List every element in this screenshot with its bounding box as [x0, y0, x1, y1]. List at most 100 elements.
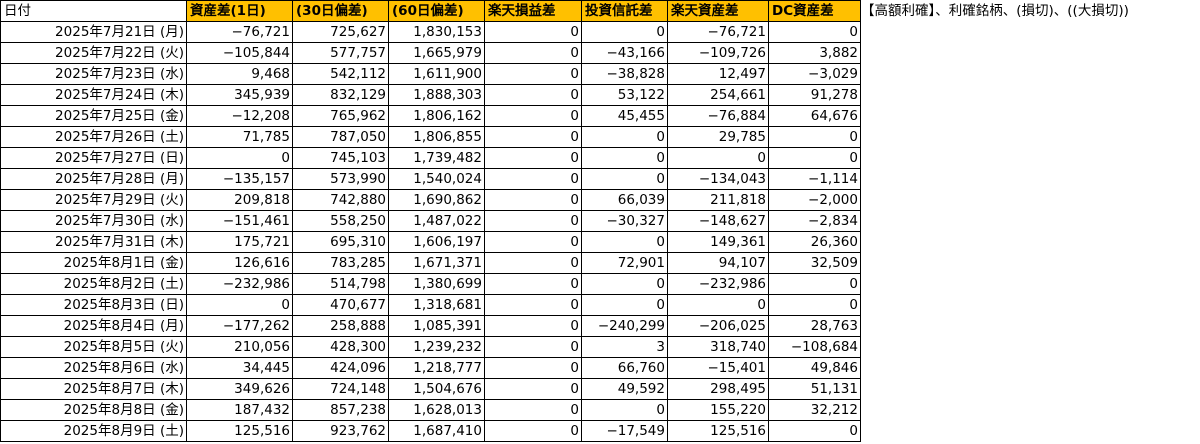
- asset-diff-1d-cell[interactable]: 125,516: [186, 420, 293, 442]
- dev-60d-cell[interactable]: 1,806,855: [388, 126, 485, 148]
- rakuten-asset-diff-cell[interactable]: −206,025: [667, 315, 769, 337]
- rakuten-pl-diff-cell[interactable]: 0: [484, 126, 582, 148]
- rakuten-asset-diff-cell[interactable]: −76,884: [667, 105, 769, 127]
- rakuten-pl-diff-cell[interactable]: 0: [484, 63, 582, 85]
- dc-asset-diff-cell[interactable]: 0: [768, 273, 861, 295]
- rakuten-asset-diff-cell[interactable]: −109,726: [667, 42, 769, 64]
- asset-diff-1d-cell[interactable]: 345,939: [186, 84, 293, 106]
- dev-30d-cell[interactable]: 558,250: [292, 210, 389, 232]
- rakuten-pl-diff-cell[interactable]: 0: [484, 273, 582, 295]
- dev-60d-cell[interactable]: 1,665,979: [388, 42, 485, 64]
- rakuten-pl-diff-cell[interactable]: 0: [484, 21, 582, 43]
- dc-asset-diff-cell[interactable]: 32,509: [768, 252, 861, 274]
- asset-diff-1d-cell[interactable]: 0: [186, 147, 293, 169]
- rakuten-pl-diff-cell[interactable]: 0: [484, 420, 582, 442]
- dev-60d-cell[interactable]: 1,380,699: [388, 273, 485, 295]
- dev-60d-cell[interactable]: 1,239,232: [388, 336, 485, 358]
- header-cell-trust-diff[interactable]: 投資信託差: [581, 0, 668, 22]
- header-cell-date[interactable]: 日付: [0, 0, 187, 22]
- asset-diff-1d-cell[interactable]: 349,626: [186, 378, 293, 400]
- dev-30d-cell[interactable]: 725,627: [292, 21, 389, 43]
- asset-diff-1d-cell[interactable]: −232,986: [186, 273, 293, 295]
- dev-60d-cell[interactable]: 1,687,410: [388, 420, 485, 442]
- dev-30d-cell[interactable]: 783,285: [292, 252, 389, 274]
- trust-diff-cell[interactable]: 53,122: [581, 84, 668, 106]
- trust-diff-cell[interactable]: −240,299: [581, 315, 668, 337]
- dev-30d-cell[interactable]: 424,096: [292, 357, 389, 379]
- dc-asset-diff-cell[interactable]: −108,684: [768, 336, 861, 358]
- rakuten-asset-diff-cell[interactable]: −148,627: [667, 210, 769, 232]
- dev-30d-cell[interactable]: 923,762: [292, 420, 389, 442]
- trust-diff-cell[interactable]: 72,901: [581, 252, 668, 274]
- dev-30d-cell[interactable]: 724,148: [292, 378, 389, 400]
- rakuten-asset-diff-cell[interactable]: 0: [667, 294, 769, 316]
- header-cell-asset-diff-1d[interactable]: 資産差(1日): [186, 0, 293, 22]
- date-cell[interactable]: 2025年8月6日 (水): [0, 357, 187, 379]
- date-cell[interactable]: 2025年7月31日 (木): [0, 231, 187, 253]
- date-cell[interactable]: 2025年8月8日 (金): [0, 399, 187, 421]
- dev-30d-cell[interactable]: 258,888: [292, 315, 389, 337]
- rakuten-pl-diff-cell[interactable]: 0: [484, 378, 582, 400]
- trust-diff-cell[interactable]: 45,455: [581, 105, 668, 127]
- asset-diff-1d-cell[interactable]: 210,056: [186, 336, 293, 358]
- rakuten-asset-diff-cell[interactable]: −15,401: [667, 357, 769, 379]
- asset-diff-1d-cell[interactable]: 34,445: [186, 357, 293, 379]
- date-cell[interactable]: 2025年8月2日 (土): [0, 273, 187, 295]
- trust-diff-cell[interactable]: −43,166: [581, 42, 668, 64]
- dc-asset-diff-cell[interactable]: 64,676: [768, 105, 861, 127]
- asset-diff-1d-cell[interactable]: 9,468: [186, 63, 293, 85]
- rakuten-asset-diff-cell[interactable]: 298,495: [667, 378, 769, 400]
- dev-60d-cell[interactable]: 1,739,482: [388, 147, 485, 169]
- asset-diff-1d-cell[interactable]: 209,818: [186, 189, 293, 211]
- dc-asset-diff-cell[interactable]: −2,834: [768, 210, 861, 232]
- trust-diff-cell[interactable]: 0: [581, 273, 668, 295]
- rakuten-pl-diff-cell[interactable]: 0: [484, 168, 582, 190]
- date-cell[interactable]: 2025年8月4日 (月): [0, 315, 187, 337]
- rakuten-asset-diff-cell[interactable]: 29,785: [667, 126, 769, 148]
- rakuten-pl-diff-cell[interactable]: 0: [484, 210, 582, 232]
- dev-30d-cell[interactable]: 542,112: [292, 63, 389, 85]
- dev-60d-cell[interactable]: 1,888,303: [388, 84, 485, 106]
- rakuten-asset-diff-cell[interactable]: 155,220: [667, 399, 769, 421]
- asset-diff-1d-cell[interactable]: −105,844: [186, 42, 293, 64]
- dev-60d-cell[interactable]: 1,611,900: [388, 63, 485, 85]
- header-cell-rakuten-asset-diff[interactable]: 楽天資産差: [667, 0, 769, 22]
- trust-diff-cell[interactable]: −30,327: [581, 210, 668, 232]
- rakuten-asset-diff-cell[interactable]: 149,361: [667, 231, 769, 253]
- asset-diff-1d-cell[interactable]: −151,461: [186, 210, 293, 232]
- dc-asset-diff-cell[interactable]: 0: [768, 420, 861, 442]
- asset-diff-1d-cell[interactable]: 71,785: [186, 126, 293, 148]
- date-cell[interactable]: 2025年7月25日 (金): [0, 105, 187, 127]
- trust-diff-cell[interactable]: 49,592: [581, 378, 668, 400]
- dc-asset-diff-cell[interactable]: −3,029: [768, 63, 861, 85]
- rakuten-asset-diff-cell[interactable]: 211,818: [667, 189, 769, 211]
- rakuten-pl-diff-cell[interactable]: 0: [484, 315, 582, 337]
- rakuten-pl-diff-cell[interactable]: 0: [484, 252, 582, 274]
- dev-60d-cell[interactable]: 1,487,022: [388, 210, 485, 232]
- dev-30d-cell[interactable]: 577,757: [292, 42, 389, 64]
- dev-60d-cell[interactable]: 1,540,024: [388, 168, 485, 190]
- dev-30d-cell[interactable]: 857,238: [292, 399, 389, 421]
- dev-60d-cell[interactable]: 1,671,371: [388, 252, 485, 274]
- trust-diff-cell[interactable]: 66,760: [581, 357, 668, 379]
- dev-60d-cell[interactable]: 1,628,013: [388, 399, 485, 421]
- rakuten-pl-diff-cell[interactable]: 0: [484, 147, 582, 169]
- asset-diff-1d-cell[interactable]: 0: [186, 294, 293, 316]
- date-cell[interactable]: 2025年7月22日 (火): [0, 42, 187, 64]
- dev-30d-cell[interactable]: 695,310: [292, 231, 389, 253]
- rakuten-pl-diff-cell[interactable]: 0: [484, 336, 582, 358]
- dev-60d-cell[interactable]: 1,606,197: [388, 231, 485, 253]
- dc-asset-diff-cell[interactable]: 3,882: [768, 42, 861, 64]
- trust-diff-cell[interactable]: 0: [581, 21, 668, 43]
- asset-diff-1d-cell[interactable]: 187,432: [186, 399, 293, 421]
- dc-asset-diff-cell[interactable]: −2,000: [768, 189, 861, 211]
- rakuten-asset-diff-cell[interactable]: 0: [667, 147, 769, 169]
- dev-60d-cell[interactable]: 1,318,681: [388, 294, 485, 316]
- dc-asset-diff-cell[interactable]: 51,131: [768, 378, 861, 400]
- dev-30d-cell[interactable]: 745,103: [292, 147, 389, 169]
- dc-asset-diff-cell[interactable]: 91,278: [768, 84, 861, 106]
- dev-60d-cell[interactable]: 1,218,777: [388, 357, 485, 379]
- rakuten-asset-diff-cell[interactable]: −232,986: [667, 273, 769, 295]
- trust-diff-cell[interactable]: −38,828: [581, 63, 668, 85]
- dev-60d-cell[interactable]: 1,690,862: [388, 189, 485, 211]
